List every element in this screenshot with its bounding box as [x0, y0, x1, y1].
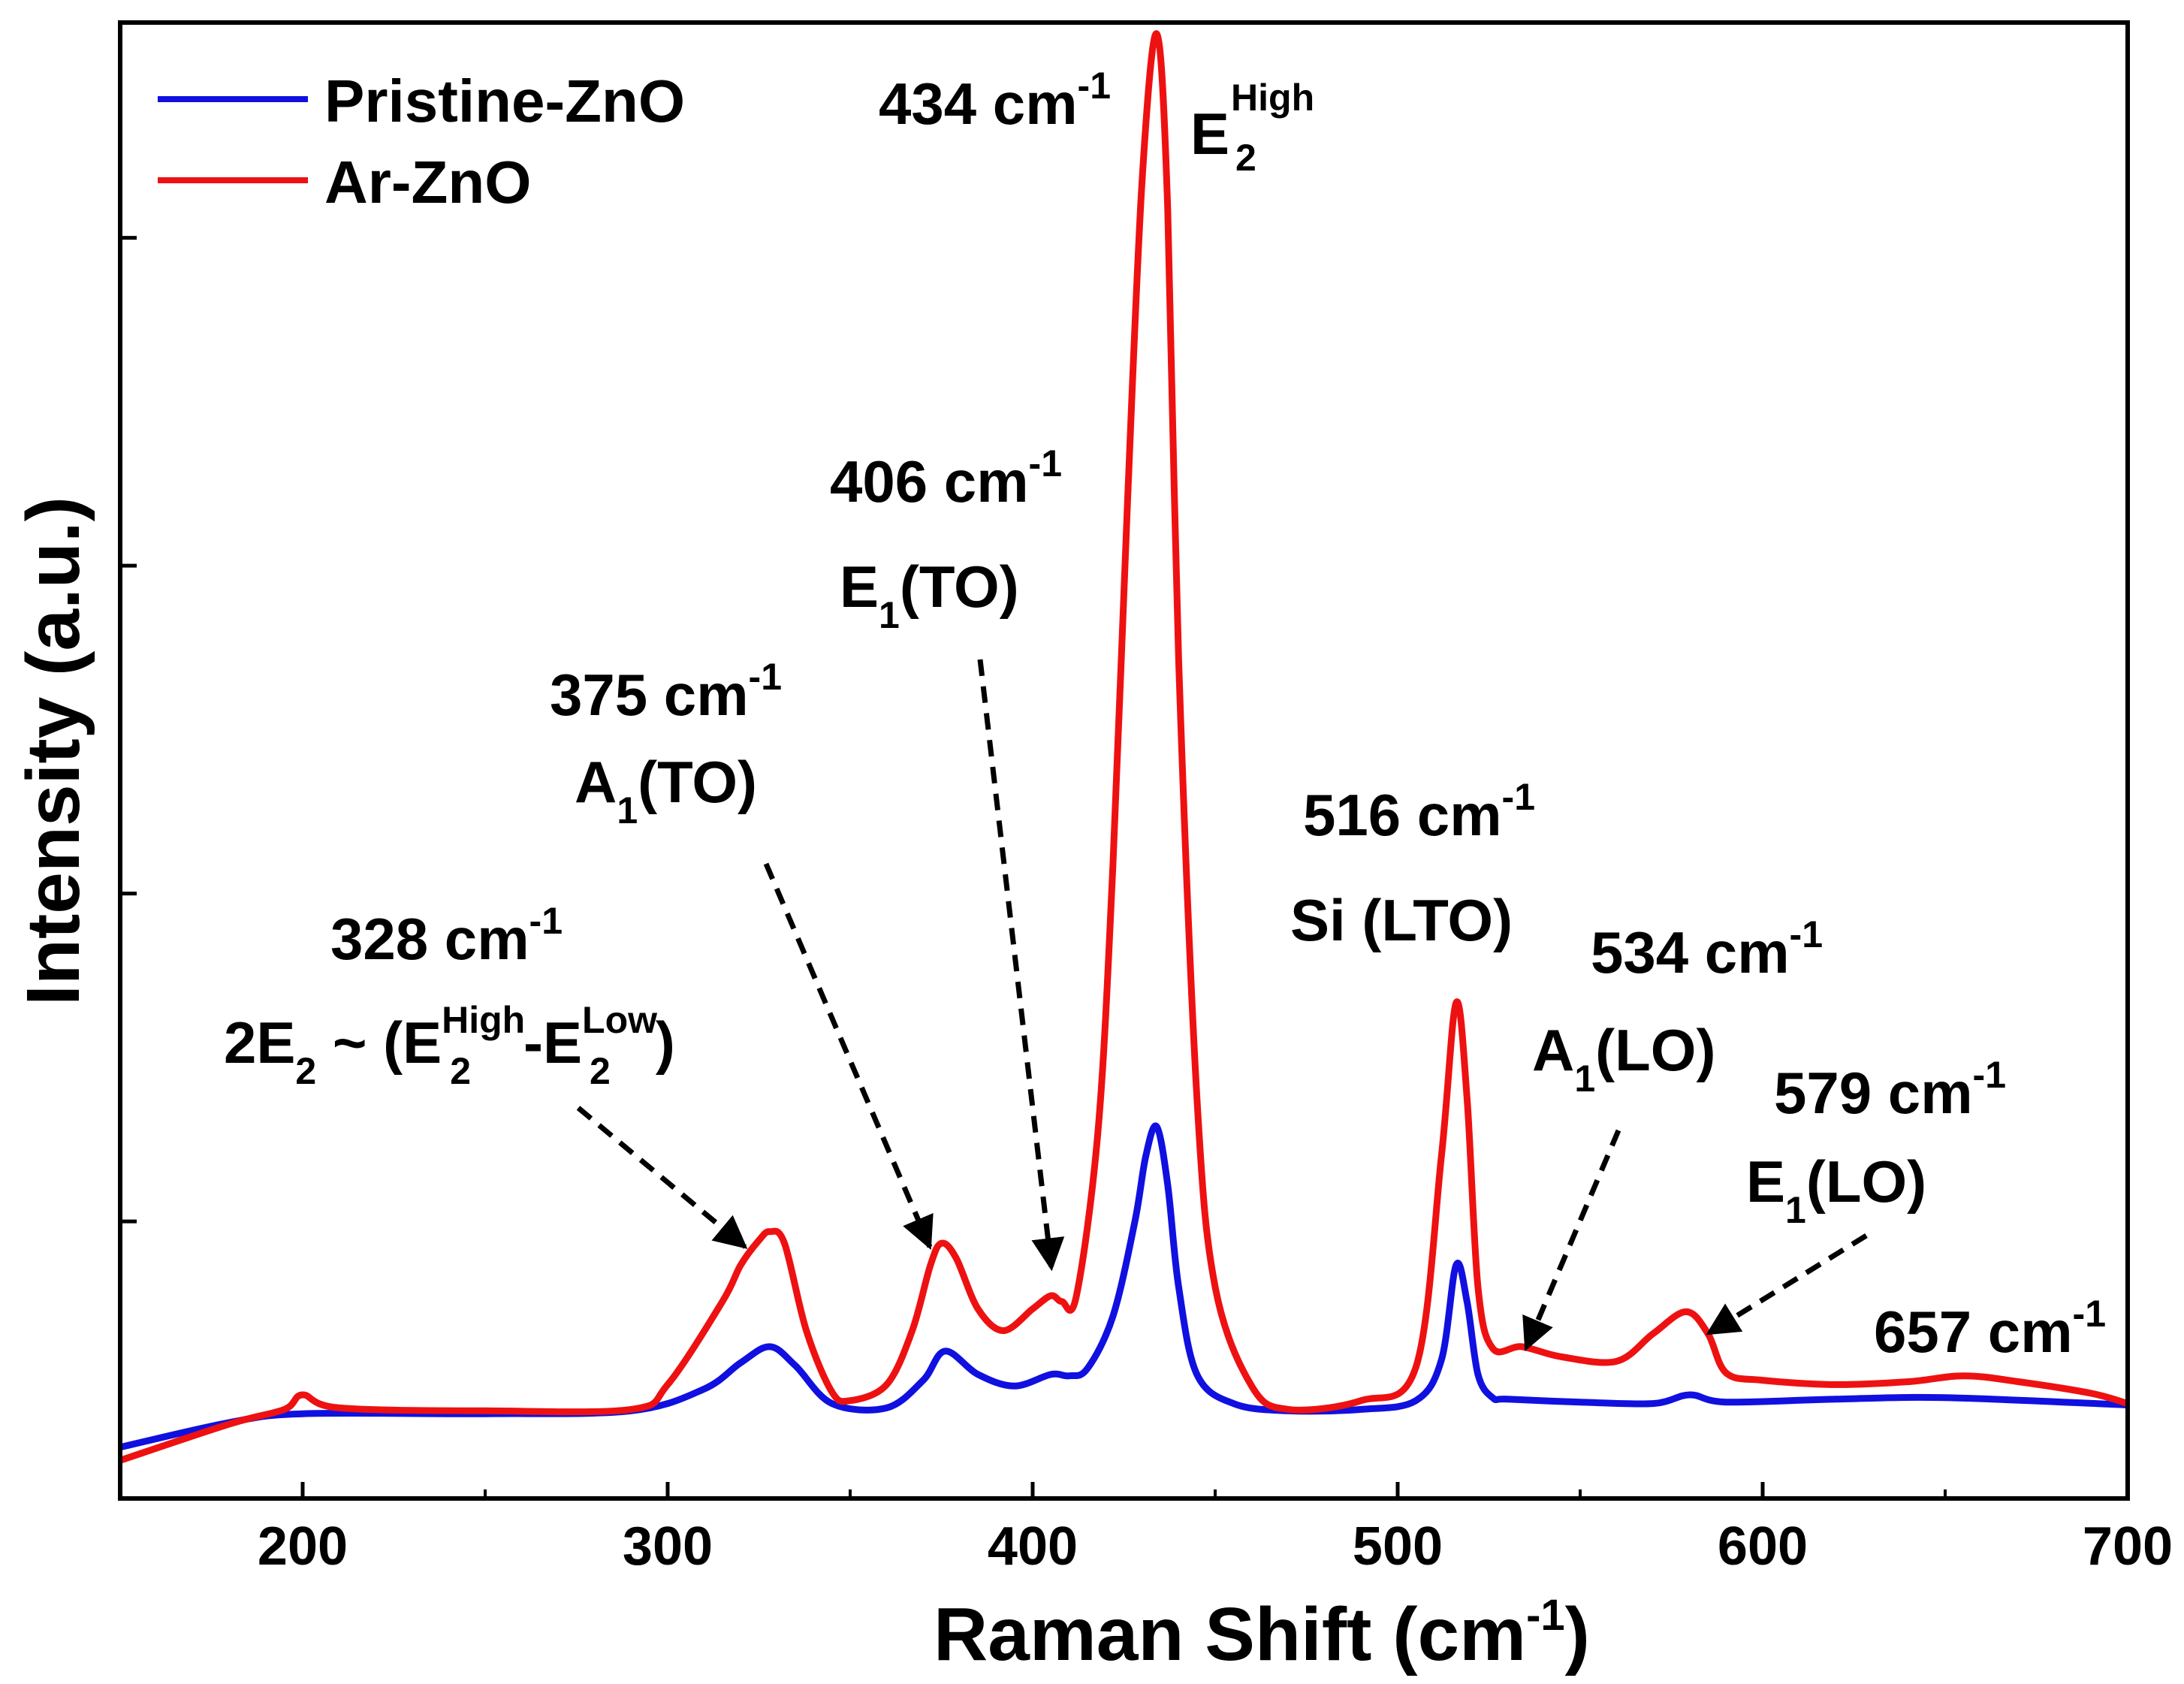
x-axis-title-close: ) [1565, 1592, 1590, 1676]
annotation-328: 328 cm-1 2E2 ~ (EHigh 2 -ELow 2) [224, 900, 748, 1249]
annotation-375: 375 cm-1 A1(TO) [550, 656, 934, 1251]
annotation-406: 406 cm-1 E1(TO) [830, 442, 1065, 1272]
series-layer [119, 30, 2129, 1464]
series-line-pristine-zno [119, 1122, 2128, 1451]
y-axis-title: Intensity (a.u.) [11, 496, 95, 1006]
annotation-406-wavenumber: 406 cm-1 [830, 442, 1062, 515]
annotation-328-mode: 2E2 ~ (EHigh 2 -ELow 2) [224, 999, 675, 1092]
annotation-328-arrow [576, 1106, 748, 1249]
annotation-328-wavenumber: 328 cm-1 [330, 900, 563, 972]
x-tick-label-500: 500 [1353, 1517, 1443, 1577]
annotation-516-wavenumber: 516 cm-1 [1303, 776, 1535, 848]
annotation-375-wavenumber: 375 cm-1 [550, 656, 782, 728]
annotation-657: 657 cm-1 [1874, 1293, 2106, 1365]
annotation-434-mode: EHigh 2 [1190, 77, 1314, 179]
x-tick-label-300: 300 [623, 1517, 713, 1577]
annotation-534-wavenumber: 534 cm-1 [1591, 913, 1823, 985]
annotation-434-wavenumber: 434 cm-1 [879, 65, 1111, 137]
annotation-579-mode: E1(LO) [1746, 1148, 1926, 1231]
x-tick-label-400: 400 [988, 1517, 1078, 1577]
legend-label-pristine: Pristine-ZnO [324, 68, 685, 134]
annotation-579: 579 cm-1 E1(LO) [1706, 1054, 2006, 1335]
x-tick-label-200: 200 [258, 1517, 348, 1577]
annotation-406-arrow [977, 659, 1065, 1272]
annotation-657-wavenumber: 657 cm-1 [1874, 1293, 2106, 1365]
annotation-579-wavenumber: 579 cm-1 [1774, 1054, 2006, 1126]
annotation-534-mode: A1(LO) [1532, 1017, 1715, 1100]
annotation-434: 434 cm-1 EHigh 2 [879, 65, 1314, 179]
x-axis-title-text: Raman Shift (cm [934, 1592, 1526, 1676]
x-tick-label-600: 600 [1718, 1517, 1808, 1577]
annotation-534: 534 cm-1 A1(LO) [1522, 913, 1823, 1352]
x-tick-label-700: 700 [2083, 1517, 2173, 1577]
annotation-534-arrow [1522, 1129, 1621, 1352]
tick-layer: 200 300 400 500 600 700 [120, 236, 2173, 1577]
annotation-406-mode: E1(TO) [840, 554, 1019, 636]
legend-label-ar: Ar-ZnO [324, 149, 532, 216]
annotation-516: 516 cm-1 Si (LTO) [1290, 776, 1535, 953]
legend: Pristine-ZnO Ar-ZnO [158, 68, 685, 216]
x-axis-title-sup: -1 [1526, 1591, 1565, 1640]
x-axis-title: Raman Shift (cm-1) [934, 1591, 1590, 1676]
series-line-ar-zno [119, 30, 2129, 1464]
annotation-579-arrow [1706, 1233, 1868, 1335]
annotation-516-mode: Si (LTO) [1290, 887, 1513, 953]
annotation-375-arrow [763, 862, 934, 1251]
plot-frame [118, 20, 2130, 1501]
annotation-375-mode: A1(TO) [575, 749, 757, 831]
